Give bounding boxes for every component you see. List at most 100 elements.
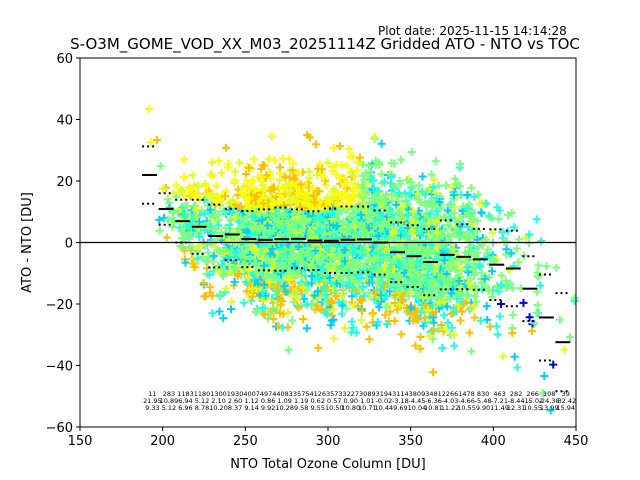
- scatter-point: [296, 190, 305, 199]
- scatter-point: [227, 208, 236, 217]
- scatter-point: [411, 341, 420, 350]
- y-tick-label: −40: [46, 360, 73, 375]
- scatter-point: [246, 254, 255, 263]
- scatter-point: [429, 183, 438, 192]
- scatter-point: [206, 205, 215, 214]
- bin-std-label: 10.71: [358, 404, 377, 412]
- scatter-point: [310, 291, 319, 300]
- scatter-point: [224, 159, 233, 168]
- scatter-point: [365, 207, 374, 216]
- scatter-point: [434, 181, 443, 190]
- scatter-point: [276, 230, 285, 239]
- scatter-point: [337, 226, 346, 235]
- scatter-point: [441, 181, 450, 190]
- scatter-point: [246, 222, 255, 231]
- scatter-point: [175, 187, 184, 196]
- bin-count-label: 39: [562, 390, 570, 398]
- scatter-point: [214, 221, 223, 230]
- scatter-point: [354, 279, 363, 288]
- scatter-point: [261, 291, 270, 300]
- scatter-points: [144, 104, 579, 415]
- scatter-point: [294, 303, 303, 312]
- scatter-point: [390, 159, 399, 168]
- scatter-point: [287, 180, 296, 189]
- scatter-point: [354, 158, 363, 167]
- scatter-point: [467, 183, 476, 192]
- scatter-point: [416, 270, 425, 279]
- scatter-point: [409, 207, 418, 216]
- scatter-point: [450, 209, 459, 218]
- scatter-point: [252, 208, 261, 217]
- scatter-point: [393, 305, 402, 314]
- scatter-point: [299, 315, 308, 324]
- scatter-point: [443, 318, 452, 327]
- scatter-point: [447, 323, 456, 332]
- scatter-point: [325, 273, 334, 282]
- scatter-point: [470, 264, 479, 273]
- scatter-point: [278, 251, 287, 260]
- scatter-point: [277, 297, 286, 306]
- scatter-point: [214, 261, 223, 270]
- scatter-point: [397, 330, 406, 339]
- scatter-point: [510, 352, 519, 361]
- scatter-point: [307, 272, 316, 281]
- scatter-point: [156, 162, 165, 171]
- scatter-point: [283, 308, 292, 317]
- scatter-point: [221, 192, 230, 201]
- scatter-point: [326, 321, 335, 330]
- scatter-point: [259, 261, 268, 270]
- scatter-point: [425, 289, 434, 298]
- scatter-point: [212, 181, 221, 190]
- x-tick-label: 200: [150, 434, 175, 449]
- bin-mean-label: 0.57: [327, 397, 341, 405]
- scatter-point: [412, 212, 421, 221]
- scatter-point: [193, 254, 202, 263]
- scatter-point: [473, 227, 482, 236]
- scatter-point: [364, 161, 373, 170]
- bin-std-label: 10.55: [523, 404, 542, 412]
- scatter-point: [265, 278, 274, 287]
- bin-mean-label: 10.89: [160, 397, 179, 405]
- scatter-point: [301, 216, 310, 225]
- scatter-point: [552, 263, 561, 272]
- scatter-point: [292, 218, 301, 227]
- scatter-point: [309, 222, 318, 231]
- scatter-point: [466, 233, 475, 242]
- bin-std-label: 10.44: [375, 404, 394, 412]
- scatter-point: [297, 180, 306, 189]
- scatter-point: [397, 155, 406, 164]
- scatter-point: [333, 221, 342, 230]
- scatter-point: [199, 279, 208, 288]
- bin-count-label: 3481: [425, 390, 442, 398]
- scatter-point: [465, 305, 474, 314]
- scatter-point: [395, 176, 404, 185]
- bin-count-label: 3809: [409, 390, 426, 398]
- scatter-point: [314, 219, 323, 228]
- scatter-point: [485, 273, 494, 282]
- bin-mean-label: 2.60: [228, 397, 242, 405]
- scatter-point: [227, 304, 236, 313]
- scatter-point: [244, 266, 253, 275]
- scatter-point: [322, 290, 331, 299]
- scatter-point: [407, 178, 416, 187]
- scatter-point: [201, 181, 210, 190]
- scatter-point: [258, 255, 267, 264]
- scatter-point: [411, 315, 420, 324]
- scatter-point: [266, 211, 275, 220]
- scatter-point: [208, 189, 217, 198]
- scatter-point: [345, 213, 354, 222]
- scatter-point: [471, 281, 480, 290]
- bin-std-label: 11.49: [490, 404, 509, 412]
- scatter-point: [258, 303, 267, 312]
- x-tick-label: 350: [398, 434, 423, 449]
- bin-mean-label: 1.09: [277, 397, 291, 405]
- scatter-point: [244, 201, 253, 210]
- scatter-point: [311, 246, 320, 255]
- scatter-point: [456, 264, 465, 273]
- scatter-point: [279, 154, 288, 163]
- scatter-point: [387, 172, 396, 181]
- scatter-point: [180, 211, 189, 220]
- scatter-point: [312, 170, 321, 179]
- bin-std-label: 10.55: [457, 404, 476, 412]
- scatter-point: [353, 256, 362, 265]
